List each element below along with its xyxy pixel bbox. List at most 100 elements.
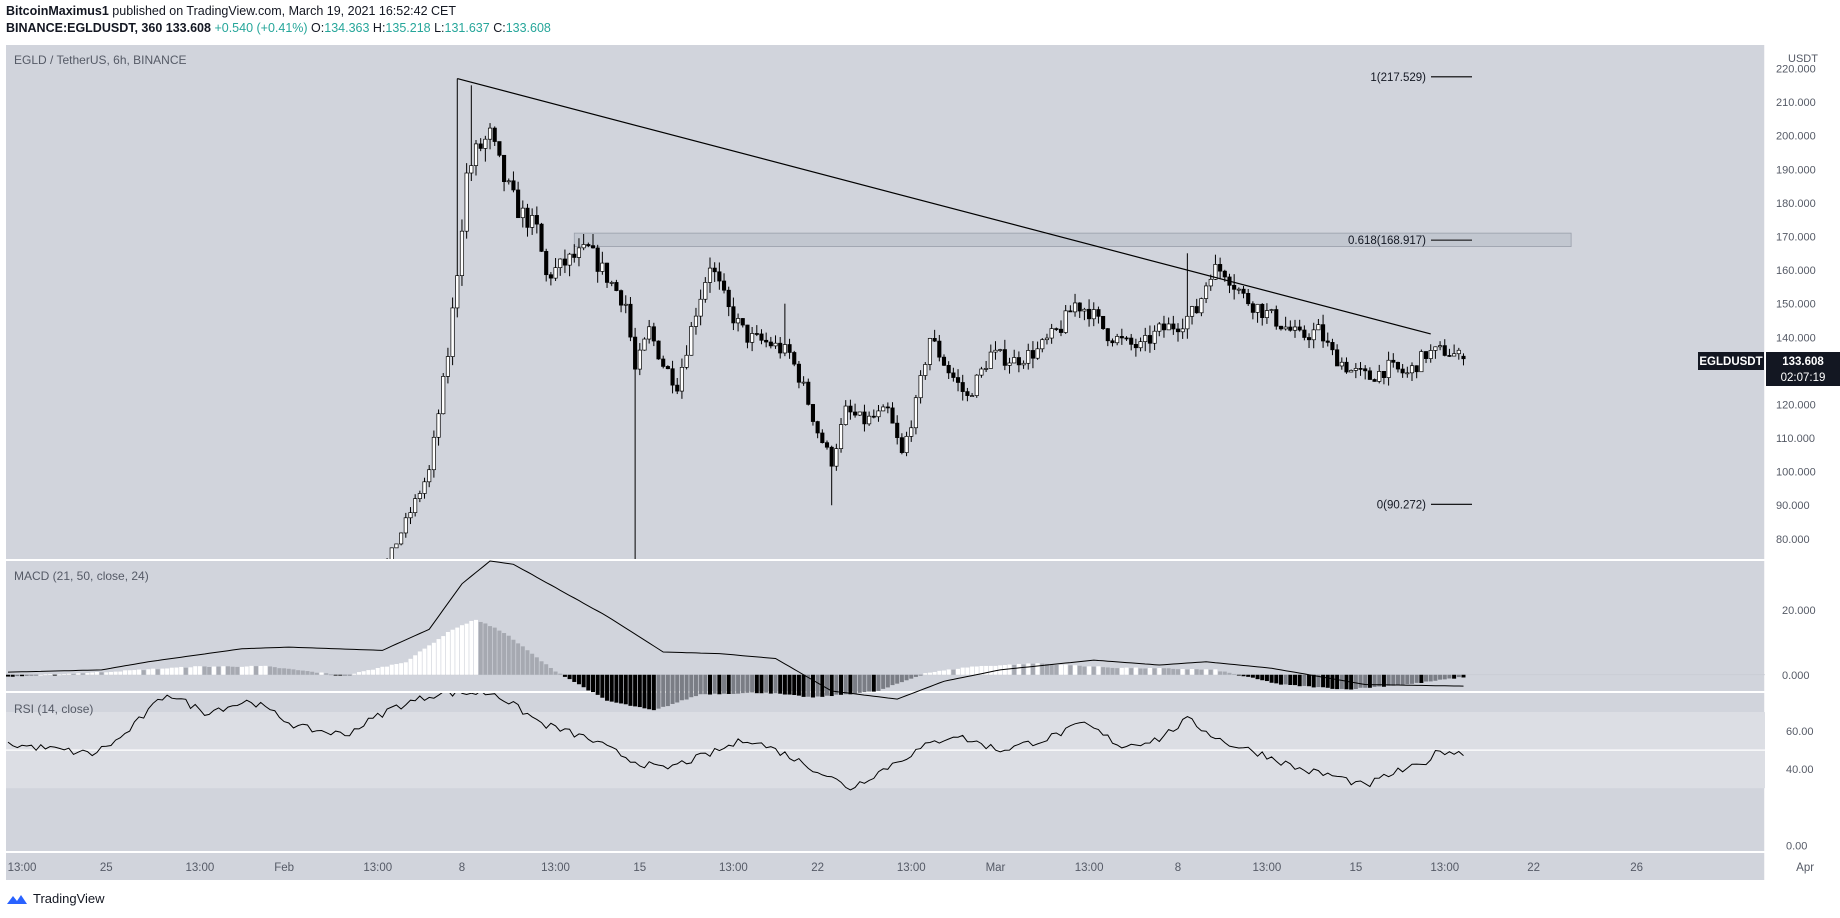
candle-up — [417, 493, 422, 500]
macd-histogram-bar — [244, 666, 249, 675]
macd-histogram-bar — [1161, 668, 1166, 675]
time-axis[interactable] — [6, 853, 1765, 880]
macd-histogram-bar — [1157, 668, 1162, 675]
candle-down — [1161, 323, 1167, 331]
close-value: 133.608 — [505, 21, 551, 35]
macd-histogram-bar — [1007, 664, 1012, 675]
macd-histogram-bar — [1063, 664, 1068, 675]
tradingview-brand-text: TradingView — [33, 891, 105, 906]
macd-histogram-bar — [1077, 665, 1082, 675]
macd-histogram-bar — [1325, 674, 1330, 688]
candle-down — [548, 274, 553, 279]
macd-histogram-bar — [375, 668, 380, 675]
macd-histogram-bar — [1367, 674, 1372, 688]
candle-up — [679, 366, 684, 392]
macd-histogram-bar — [1339, 674, 1344, 689]
candle-up — [436, 413, 441, 438]
macd-histogram-bar — [183, 667, 188, 675]
macd-histogram-bar — [956, 668, 961, 675]
macd-histogram-bar — [792, 674, 797, 696]
tradingview-brand[interactable]: TradingView — [6, 891, 105, 906]
candle-down — [1133, 344, 1138, 349]
candle-up — [567, 253, 572, 266]
macd-histogram-bar — [6, 674, 10, 677]
candle-down — [1171, 323, 1176, 330]
macd-histogram-bar — [506, 635, 511, 675]
macd-histogram-bar — [1278, 674, 1283, 685]
macd-histogram-bar — [558, 673, 563, 675]
candle-up — [469, 165, 474, 174]
macd-histogram-bar — [1194, 669, 1199, 675]
macd-histogram-bar — [1185, 669, 1190, 675]
low-label: L: — [434, 21, 445, 35]
candle-down — [810, 404, 816, 422]
candle-down — [824, 442, 830, 448]
candle-down — [502, 154, 507, 183]
macd-histogram-bar — [1213, 669, 1218, 675]
candle-down — [792, 352, 797, 365]
macd-histogram-bar — [825, 674, 829, 696]
candle-up — [750, 333, 755, 343]
candle-down — [1246, 292, 1251, 305]
macd-histogram-bar — [1143, 668, 1148, 675]
macd-histogram-bar — [1035, 663, 1040, 675]
macd-histogram-bar — [1087, 666, 1092, 675]
macd-histogram-bar — [1204, 669, 1209, 675]
candle-down — [633, 336, 638, 370]
macd-histogram-bar — [1260, 674, 1265, 681]
macd-histogram-bar — [1255, 674, 1260, 680]
author-name[interactable]: BitcoinMaximus1 — [6, 4, 109, 18]
macd-histogram-bar — [151, 668, 156, 675]
macd-histogram-bar — [628, 674, 633, 706]
candle-up — [1049, 328, 1054, 339]
macd-histogram-bar — [1307, 674, 1312, 687]
macd-histogram-bar — [235, 666, 240, 675]
candle-down — [848, 405, 853, 413]
rsi-background-layer — [6, 712, 1765, 789]
macd-histogram-bar — [357, 672, 361, 675]
macd-histogram-bar — [1438, 674, 1443, 680]
candle-down — [1414, 365, 1419, 373]
macd-pane[interactable] — [6, 561, 1765, 691]
macd-histogram-bar — [1424, 674, 1429, 682]
candle-down — [759, 333, 764, 341]
macd-histogram-bar — [300, 670, 305, 675]
price-pane[interactable] — [6, 45, 1765, 559]
candle-down — [1260, 303, 1265, 318]
candle-down — [1016, 357, 1021, 366]
candle-up — [431, 436, 436, 471]
macd-histogram-bar — [1274, 674, 1279, 684]
macd-histogram-bar — [1381, 674, 1386, 687]
macd-histogram-bar — [188, 667, 193, 675]
candle-up — [1208, 278, 1213, 287]
macd-histogram-bar — [745, 674, 750, 693]
candle-up — [609, 282, 614, 284]
macd-histogram-bar — [104, 672, 109, 675]
macd-histogram-bar — [352, 673, 357, 675]
high-label: H: — [372, 21, 386, 35]
macd-histogram-bar — [759, 674, 764, 694]
macd-histogram-bar — [670, 674, 675, 704]
candle-up — [1166, 323, 1171, 331]
candle-down — [511, 180, 516, 191]
macd-histogram-bar — [1068, 665, 1073, 675]
candle-up — [389, 547, 394, 559]
candle-up — [1236, 288, 1241, 291]
candle-up — [473, 143, 479, 166]
macd-histogram-bar — [1105, 667, 1110, 675]
close-label: C: — [493, 21, 506, 35]
macd-histogram-bar — [1026, 663, 1031, 675]
price-change: +0.540 (+0.41%) — [214, 21, 308, 35]
macd-histogram-bar — [651, 674, 656, 711]
candle-up — [773, 342, 778, 347]
macd-histogram-bar — [1442, 674, 1447, 680]
candle-down — [1288, 326, 1293, 331]
candle-down — [745, 324, 750, 343]
macd-histogram-bar — [1059, 664, 1063, 675]
candle-down — [614, 282, 619, 291]
macd-histogram-bar — [221, 666, 226, 675]
macd-histogram-bar — [1110, 667, 1115, 675]
macd-histogram-bar — [1241, 674, 1246, 677]
candle-up — [1349, 370, 1354, 373]
